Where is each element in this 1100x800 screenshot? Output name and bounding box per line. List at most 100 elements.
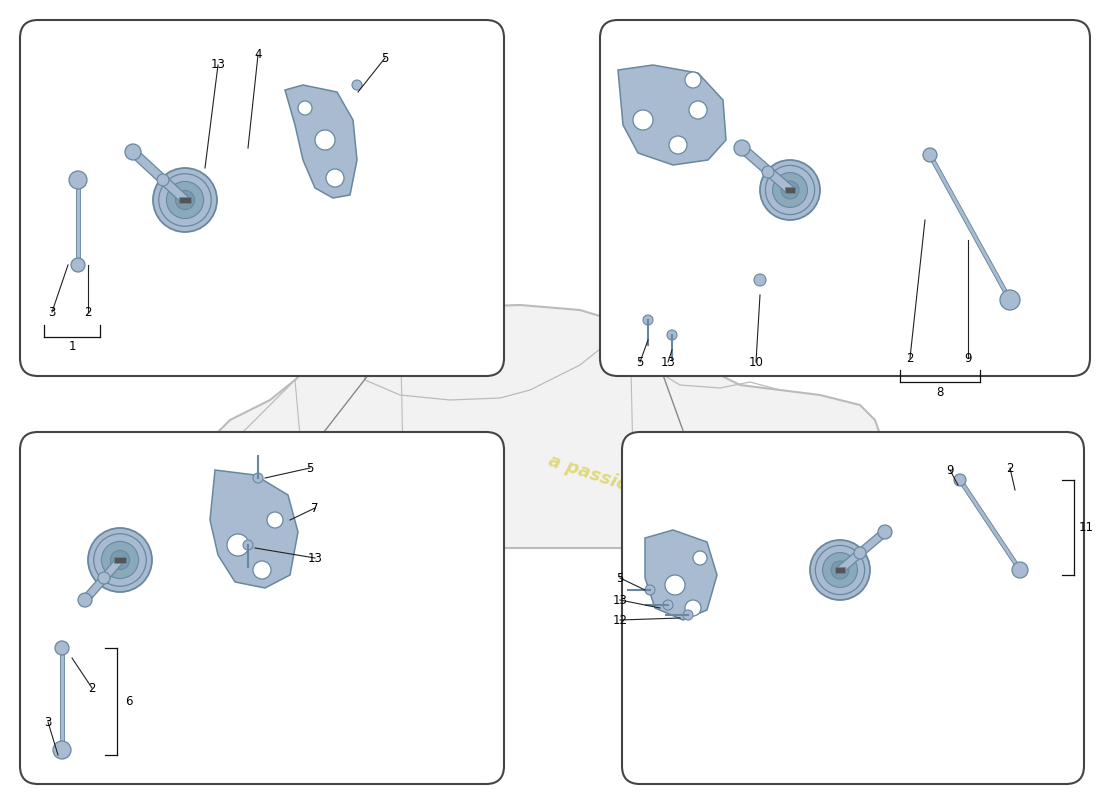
Text: 2: 2	[85, 306, 91, 318]
Polygon shape	[82, 558, 123, 602]
Circle shape	[267, 512, 283, 528]
Circle shape	[110, 550, 130, 570]
Circle shape	[647, 506, 750, 610]
Circle shape	[175, 190, 195, 210]
Circle shape	[669, 136, 688, 154]
Text: 3: 3	[44, 715, 52, 729]
FancyBboxPatch shape	[600, 20, 1090, 376]
Circle shape	[683, 610, 693, 620]
Polygon shape	[190, 305, 882, 560]
Circle shape	[125, 144, 141, 160]
Circle shape	[760, 160, 820, 220]
Circle shape	[336, 525, 345, 535]
Polygon shape	[285, 85, 358, 198]
FancyBboxPatch shape	[621, 432, 1084, 784]
Circle shape	[352, 80, 362, 90]
Circle shape	[645, 585, 654, 595]
Circle shape	[153, 168, 217, 232]
Circle shape	[666, 575, 685, 595]
Text: 4: 4	[254, 49, 262, 62]
Circle shape	[854, 547, 866, 559]
Circle shape	[315, 130, 336, 150]
Polygon shape	[210, 470, 298, 588]
Text: 1: 1	[68, 341, 76, 354]
Circle shape	[302, 510, 397, 606]
Circle shape	[766, 166, 815, 214]
Circle shape	[830, 561, 849, 579]
Circle shape	[685, 72, 701, 88]
Circle shape	[98, 572, 110, 584]
Text: 9: 9	[965, 351, 971, 365]
Circle shape	[632, 110, 653, 130]
Circle shape	[298, 101, 312, 115]
Circle shape	[227, 534, 249, 556]
Circle shape	[689, 101, 707, 119]
Circle shape	[635, 495, 761, 621]
Text: 8: 8	[936, 386, 944, 399]
Circle shape	[94, 534, 146, 586]
Circle shape	[754, 274, 766, 286]
Circle shape	[166, 182, 204, 218]
Text: 10: 10	[749, 355, 763, 369]
Circle shape	[157, 174, 169, 186]
Text: 13: 13	[210, 58, 225, 71]
Text: a passion for parts: a passion for parts	[547, 452, 734, 528]
Text: 6: 6	[125, 695, 133, 708]
Circle shape	[243, 540, 253, 550]
Circle shape	[78, 593, 92, 607]
Circle shape	[88, 528, 152, 592]
FancyBboxPatch shape	[20, 20, 504, 376]
Circle shape	[55, 641, 69, 655]
Text: 12: 12	[613, 614, 627, 626]
Polygon shape	[618, 65, 726, 165]
Circle shape	[341, 549, 359, 567]
Circle shape	[923, 148, 937, 162]
Polygon shape	[739, 145, 793, 194]
Polygon shape	[835, 567, 845, 573]
Polygon shape	[130, 149, 188, 203]
Circle shape	[815, 546, 865, 594]
Circle shape	[734, 140, 750, 156]
Text: 2: 2	[1006, 462, 1014, 474]
Circle shape	[305, 445, 315, 455]
Circle shape	[685, 600, 701, 616]
Circle shape	[823, 553, 857, 587]
Text: 5: 5	[306, 462, 313, 474]
Circle shape	[1000, 290, 1020, 310]
Circle shape	[644, 315, 653, 325]
Circle shape	[878, 525, 892, 539]
Polygon shape	[645, 530, 717, 620]
Circle shape	[810, 540, 870, 600]
Circle shape	[69, 171, 87, 189]
Text: 5: 5	[382, 51, 388, 65]
Circle shape	[663, 523, 733, 593]
Circle shape	[772, 173, 807, 207]
Polygon shape	[784, 187, 795, 193]
Circle shape	[53, 741, 72, 759]
Circle shape	[253, 561, 271, 579]
Circle shape	[667, 330, 676, 340]
Circle shape	[1012, 562, 1028, 578]
Circle shape	[781, 181, 799, 199]
Circle shape	[318, 526, 382, 590]
Circle shape	[695, 523, 705, 533]
Circle shape	[326, 169, 344, 187]
Text: 7: 7	[311, 502, 319, 514]
Text: 13: 13	[613, 594, 627, 606]
Polygon shape	[114, 558, 125, 563]
Text: 9: 9	[946, 463, 954, 477]
Circle shape	[762, 166, 774, 178]
FancyBboxPatch shape	[20, 432, 504, 784]
Polygon shape	[179, 198, 190, 202]
Circle shape	[685, 445, 695, 455]
Text: 13: 13	[661, 355, 675, 369]
Circle shape	[292, 500, 408, 616]
Circle shape	[253, 473, 263, 483]
Circle shape	[101, 542, 139, 578]
Text: 11: 11	[1078, 521, 1093, 534]
Text: DELPHI
1985: DELPHI 1985	[840, 89, 1000, 171]
Circle shape	[158, 174, 211, 226]
Text: 3: 3	[48, 306, 56, 318]
Text: 5: 5	[636, 355, 644, 369]
Circle shape	[72, 258, 85, 272]
